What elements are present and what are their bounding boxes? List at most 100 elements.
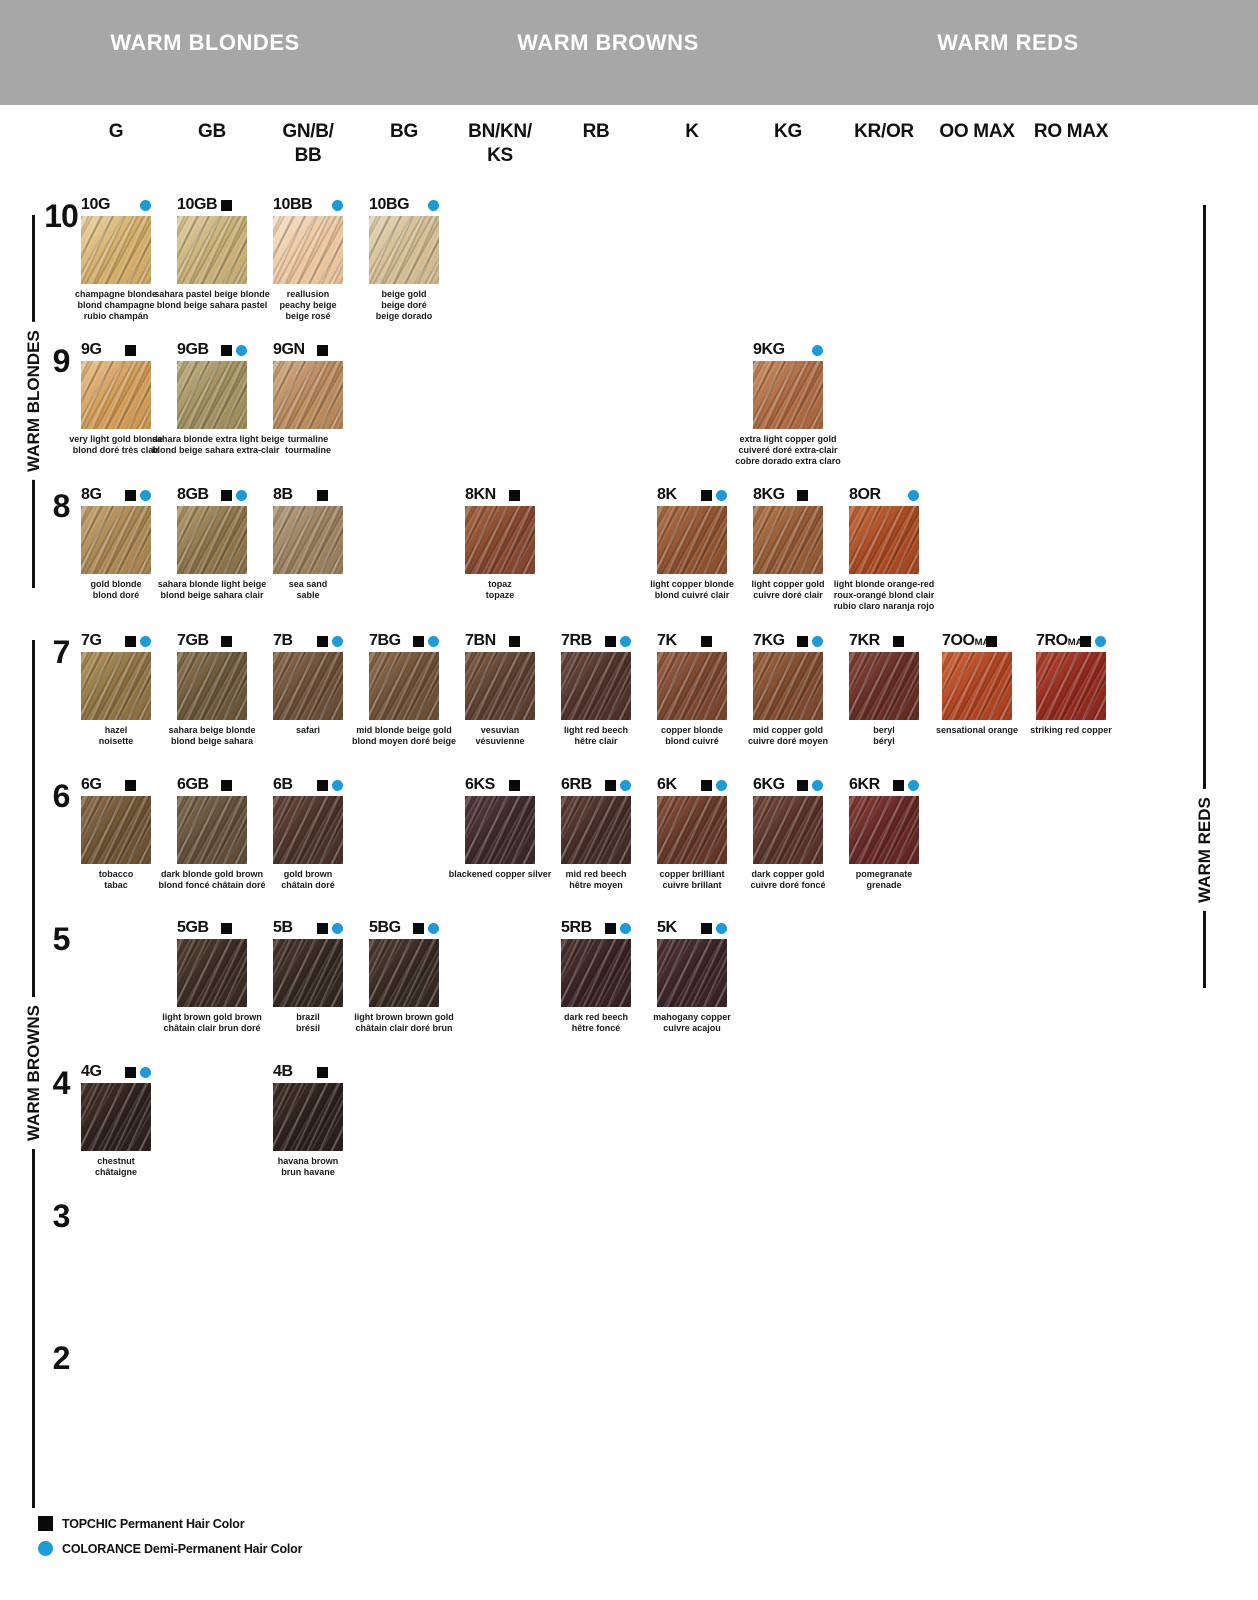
swatch-names: light brown gold brown châtain clair brun… (152, 1012, 272, 1034)
swatch-name-line: dark copper gold (751, 869, 825, 879)
swatch-cell-head: 5RB (561, 919, 631, 939)
swatch-code: 5K (657, 919, 677, 936)
swatch-name-line: sahara beige blonde (168, 725, 256, 735)
swatch-name-line: blond doré (92, 590, 140, 600)
swatch-cell-head: 7B (273, 632, 343, 652)
colorance-dot-icon (620, 923, 631, 934)
swatch-cell-head: 8B (273, 486, 343, 506)
swatch-name-line: hêtre clair (574, 736, 618, 746)
topchic-square-icon (413, 636, 424, 647)
swatch-name-line: peachy beige (279, 300, 337, 310)
swatch-cell-10g: 10G champagne blonde blond champagne rubio … (56, 196, 176, 322)
swatch-code: 10G (81, 196, 111, 213)
swatch-names: pomegranate grenade (824, 869, 944, 891)
swatch-name-line: cuivre acajou (663, 1023, 721, 1033)
topchic-square-icon (605, 636, 616, 647)
swatch-code: 5B (273, 919, 293, 936)
availability-marks (221, 490, 247, 501)
swatch-cell-7bg: 7BG mid blonde beige gold blond moyen doré… (344, 632, 464, 747)
swatch-names: mid copper gold cuivre doré moyen (728, 725, 848, 747)
swatch-name-line: reallusion (286, 289, 330, 299)
colorance-dot-icon (236, 780, 247, 791)
topchic-square-icon (125, 1067, 136, 1078)
colorance-dot-icon (236, 200, 247, 211)
swatch-code: 10GB (177, 196, 218, 213)
swatch-code: 8OR (849, 486, 881, 503)
swatch-names: dark copper gold cuivre doré foncé (728, 869, 848, 891)
colorance-dot-icon (716, 636, 727, 647)
swatch-names: light copper blonde blond cuivré clair (632, 579, 752, 601)
swatch-names: blackened copper silver (440, 869, 560, 880)
swatch-cell-head: 6KS (465, 776, 535, 796)
availability-marks (221, 200, 247, 211)
swatch-name-line: very light gold blonde (69, 434, 163, 444)
column-header-romax: RO MAX (1033, 121, 1109, 142)
swatch-code: 4B (273, 1063, 293, 1080)
swatch-cell-7k: 7K copper blonde blond cuivré (632, 632, 752, 747)
swatch-name-line: topaze (485, 590, 515, 600)
topchic-square-icon (221, 345, 232, 356)
legend-label-colorance: COLORANCE Demi-Permanent Hair Color (62, 1541, 303, 1556)
hair-swatch (849, 796, 919, 864)
colorance-dot-icon (812, 490, 823, 501)
swatch-names: chestnut châtaigne (56, 1156, 176, 1178)
availability-marks (317, 490, 343, 501)
swatch-code: 5GB (177, 919, 209, 936)
swatch-name-line: hazel (104, 725, 128, 735)
swatch-cell-head: 5B (273, 919, 343, 939)
column-header-gb: GB (198, 121, 226, 142)
hair-swatch (177, 652, 247, 720)
swatch-cell-7romax: 7ROMAX striking red copper (1011, 632, 1131, 736)
swatch-cell-10bb: 10BB reallusion peachy beige beige rosé (248, 196, 368, 322)
colorance-dot-icon (524, 636, 535, 647)
topchic-square-icon (317, 490, 328, 501)
swatch-cell-6kg: 6KG dark copper gold cuivre doré foncé (728, 776, 848, 891)
swatch-names: reallusion peachy beige beige rosé (248, 289, 368, 322)
colorance-dot-icon (812, 345, 823, 356)
column-header-k: K (685, 121, 699, 142)
topchic-square-icon (221, 780, 232, 791)
swatch-name-line: sensational orange (935, 725, 1019, 735)
topchic-square-icon (605, 923, 616, 934)
topchic-square-icon (797, 780, 808, 791)
hair-swatch (657, 796, 727, 864)
hair-swatch (273, 1083, 343, 1151)
swatch-cell-8k: 8K light copper blonde blond cuivré clair (632, 486, 752, 601)
colorance-dot-icon (524, 780, 535, 791)
swatch-names: light brown brown gold châtain clair doré… (344, 1012, 464, 1034)
swatch-names: mid red beech hêtre moyen (536, 869, 656, 891)
row-level-label: 8 (52, 488, 71, 524)
swatch-cell-7kr: 7KR beryl béryl (824, 632, 944, 747)
row-level-label: 2 (52, 1340, 71, 1376)
swatch-names: sensational orange (917, 725, 1037, 736)
topchic-square-icon (509, 780, 520, 791)
availability-marks (332, 200, 343, 211)
availability-marks (317, 1067, 343, 1078)
warm-reds-rail-line (1203, 205, 1206, 988)
swatch-code: 6KG (753, 776, 785, 793)
availability-marks (317, 636, 343, 647)
swatch-code: 9KG (753, 341, 785, 358)
swatch-cell-8kg: 8KG light copper gold cuivre doré clair (728, 486, 848, 601)
legend-item-colorance: COLORANCE Demi-Permanent Hair Color (38, 1541, 302, 1556)
topchic-square-icon (125, 780, 136, 791)
hair-swatch (273, 796, 343, 864)
swatch-name-line: copper brilliant (659, 869, 725, 879)
swatch-code: 9G (81, 341, 102, 358)
swatch-code-suffix: MAX (975, 637, 996, 648)
availability-marks (605, 923, 631, 934)
swatch-names: brazil brésil (248, 1012, 368, 1034)
availability-marks (413, 923, 439, 934)
availability-marks (125, 345, 151, 356)
hair-swatch (177, 939, 247, 1007)
swatch-name-line: brazil (296, 1012, 320, 1022)
colorance-dot-icon (236, 345, 247, 356)
hair-swatch (465, 506, 535, 574)
legend-label-topchic: TOPCHIC Permanent Hair Color (62, 1516, 245, 1531)
availability-marks (797, 490, 823, 501)
colorance-dot-icon (812, 636, 823, 647)
swatch-name-line: tabac (104, 880, 128, 890)
hair-swatch (369, 216, 439, 284)
swatch-names: striking red copper (1011, 725, 1131, 736)
swatch-cell-head: 4G (81, 1063, 151, 1083)
